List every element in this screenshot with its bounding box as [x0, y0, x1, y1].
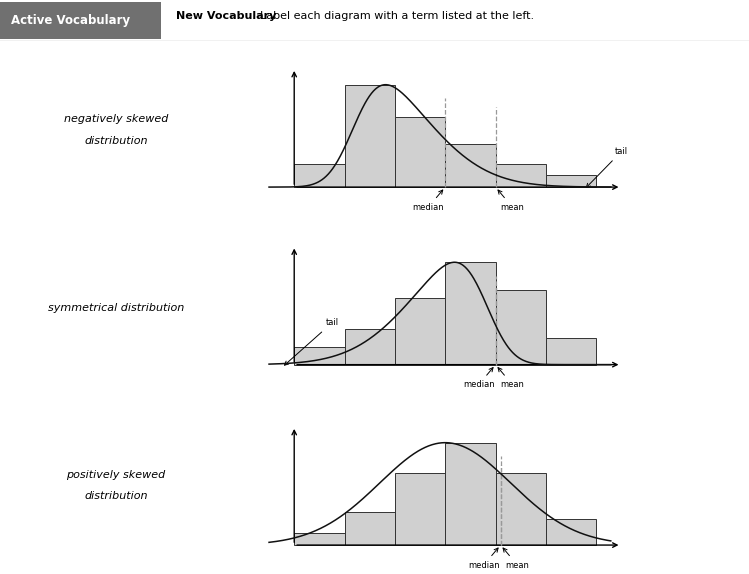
- Text: mean: mean: [503, 548, 530, 569]
- Bar: [395, 298, 445, 364]
- Text: positively skewed: positively skewed: [67, 470, 166, 479]
- Text: negatively skewed: negatively skewed: [64, 114, 169, 125]
- Bar: [546, 338, 596, 364]
- Bar: [445, 144, 496, 187]
- Bar: [546, 519, 596, 545]
- Bar: [445, 443, 496, 545]
- Bar: [395, 117, 445, 187]
- Text: mean: mean: [498, 367, 524, 389]
- Text: distribution: distribution: [85, 491, 148, 501]
- FancyBboxPatch shape: [0, 2, 161, 39]
- Text: Label each diagram with a term listed at the left.: Label each diagram with a term listed at…: [260, 11, 534, 21]
- Bar: [546, 174, 596, 187]
- Bar: [445, 262, 496, 364]
- Bar: [496, 473, 546, 545]
- Text: median: median: [413, 190, 444, 212]
- Bar: [345, 85, 395, 187]
- Text: distribution: distribution: [85, 136, 148, 146]
- Bar: [345, 328, 395, 364]
- Text: mean: mean: [498, 190, 524, 212]
- Bar: [294, 347, 345, 364]
- Bar: [294, 164, 345, 187]
- Text: Active Vocabulary: Active Vocabulary: [11, 14, 130, 27]
- Text: tail: tail: [285, 319, 339, 365]
- Bar: [496, 290, 546, 364]
- Text: symmetrical distribution: symmetrical distribution: [48, 302, 184, 313]
- Bar: [294, 533, 345, 545]
- Bar: [345, 513, 395, 545]
- Text: tail: tail: [586, 147, 628, 188]
- Bar: [395, 473, 445, 545]
- Text: median: median: [463, 367, 494, 389]
- Text: New Vocabulary: New Vocabulary: [176, 11, 276, 21]
- Text: median: median: [468, 548, 500, 569]
- Bar: [496, 164, 546, 187]
